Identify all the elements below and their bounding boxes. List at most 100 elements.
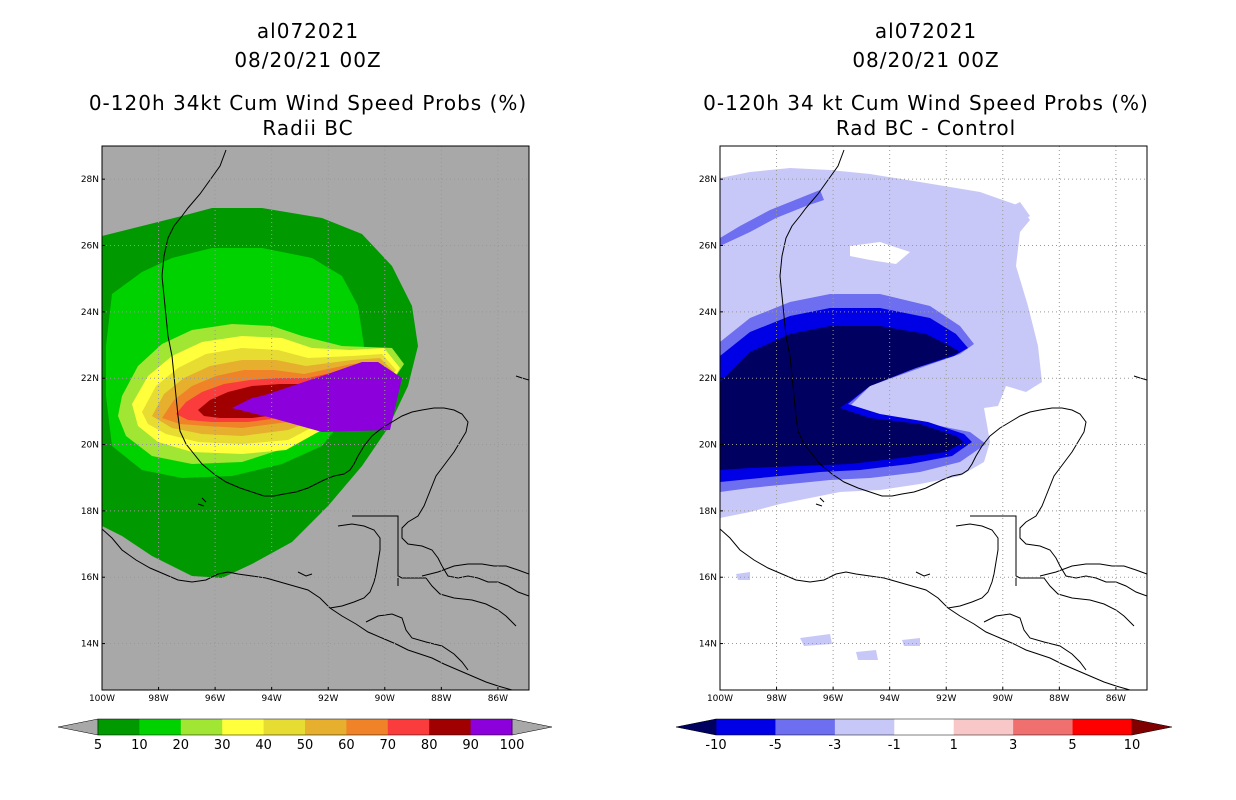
left-map-frame bbox=[101, 145, 530, 691]
colorbar-label: 40 bbox=[255, 738, 272, 753]
colorbar-swatch bbox=[263, 719, 306, 735]
right-datetime: 08/20/21 00Z bbox=[852, 48, 1000, 72]
colorbar-label: -3 bbox=[828, 738, 841, 753]
colorbar-label: 3 bbox=[1009, 738, 1017, 753]
right-product-title: 0-120h 34 kt Cum Wind Speed Probs (%) bbox=[703, 91, 1149, 115]
colorbar-label: 70 bbox=[380, 738, 397, 753]
left-product-block: 0-120h 34kt Cum Wind Speed Probs (%) Rad… bbox=[58, 89, 558, 143]
lon-tick-label: 98W bbox=[148, 694, 168, 704]
lat-tick-label: 16N bbox=[81, 573, 99, 583]
colorbar-label: 5 bbox=[94, 738, 102, 753]
lat-tick-label: 18N bbox=[699, 507, 717, 517]
left-storm-id: al072021 bbox=[256, 19, 360, 43]
diff-blob-5 bbox=[1000, 202, 1030, 224]
colorbar-swatch bbox=[180, 719, 223, 735]
lat-tick-label: 22N bbox=[81, 374, 99, 384]
colorbar-label: -1 bbox=[888, 738, 901, 753]
right-colorbar: -10 -5 -3 -1 1 3 5 10 bbox=[675, 718, 1173, 753]
lat-tick-label: 24N bbox=[699, 308, 717, 318]
colorbar-swatch bbox=[429, 719, 472, 735]
lon-tick-label: 94W bbox=[879, 694, 899, 704]
diff-blob-1 bbox=[800, 634, 832, 646]
lon-tick-label: 90W bbox=[375, 694, 395, 704]
colorbar-label: -10 bbox=[705, 738, 726, 753]
right-storm-id: al072021 bbox=[874, 19, 978, 43]
colorbar-low-arrow bbox=[57, 718, 99, 736]
colorbar-swatch bbox=[305, 719, 347, 735]
colorbar-label: -5 bbox=[769, 738, 782, 753]
colorbar-label: 100 bbox=[500, 738, 525, 753]
colorbar-swatch bbox=[139, 719, 182, 735]
diff-blob-2 bbox=[856, 650, 878, 660]
contour-100 bbox=[232, 362, 402, 432]
lat-tick-label: 26N bbox=[81, 242, 99, 252]
colorbar-swatch bbox=[222, 719, 265, 735]
colorbar-label: 90 bbox=[462, 738, 479, 753]
right-difference-contours bbox=[720, 168, 1042, 660]
lon-tick-label: 100W bbox=[89, 694, 115, 704]
colorbar-low-arrow bbox=[675, 718, 717, 736]
lat-tick-label: 14N bbox=[699, 640, 717, 650]
colorbar-swatch bbox=[716, 719, 776, 735]
right-axis-labels: 100W 98W 96W 94W 92W 90W 88W 86W 14N 16N 18N 20N 22N… bbox=[699, 175, 1126, 704]
left-probability-contours bbox=[102, 208, 418, 578]
colorbar-swatch bbox=[1013, 719, 1074, 735]
lon-tick-label: 88W bbox=[1049, 694, 1069, 704]
left-grid bbox=[102, 146, 529, 690]
colorbar-high-arrow bbox=[511, 718, 553, 736]
lat-tick-label: 20N bbox=[81, 441, 99, 451]
lat-tick-label: 24N bbox=[81, 308, 99, 318]
colorbar-label: 60 bbox=[338, 738, 355, 753]
diff-minus1-hole bbox=[850, 242, 910, 264]
lon-tick-label: 92W bbox=[936, 694, 956, 704]
colorbar-label: 20 bbox=[173, 738, 190, 753]
diff-minus3-north bbox=[720, 190, 824, 246]
colorbar-label: 50 bbox=[297, 738, 314, 753]
lat-tick-label: 26N bbox=[699, 242, 717, 252]
colorbar-label: 30 bbox=[214, 738, 231, 753]
lon-tick-label: 94W bbox=[261, 694, 281, 704]
left-subtitle: Radii BC bbox=[262, 116, 354, 140]
left-datetime: 08/20/21 00Z bbox=[234, 48, 382, 72]
colorbar-swatch bbox=[346, 719, 389, 735]
lat-tick-label: 22N bbox=[699, 374, 717, 384]
right-map bbox=[720, 146, 1147, 690]
lon-tick-label: 86W bbox=[488, 694, 508, 704]
lon-tick-label: 88W bbox=[431, 694, 451, 704]
right-title-block: al072021 08/20/21 00Z bbox=[676, 17, 1176, 75]
lon-tick-label: 90W bbox=[993, 694, 1013, 704]
right-subtitle: Rad BC - Control bbox=[835, 116, 1017, 140]
lat-tick-label: 18N bbox=[81, 507, 99, 517]
lon-tick-label: 96W bbox=[205, 694, 225, 704]
colorbar-label: 1 bbox=[950, 738, 958, 753]
colorbar-swatch bbox=[953, 719, 1014, 735]
lon-tick-label: 100W bbox=[707, 694, 733, 704]
colorbar-swatch bbox=[834, 719, 895, 735]
colorbar-label: 10 bbox=[1124, 738, 1141, 753]
colorbar-swatch bbox=[470, 719, 513, 735]
diff-blob-4 bbox=[736, 572, 750, 580]
colorbar-swatch bbox=[775, 719, 836, 735]
lat-tick-label: 16N bbox=[699, 573, 717, 583]
lon-tick-label: 86W bbox=[1106, 694, 1126, 704]
lon-tick-label: 96W bbox=[823, 694, 843, 704]
left-axis-labels: 100W 98W 96W 94W 92W 90W 88W 86W 14N 16N 18N 20N 22N… bbox=[81, 175, 508, 704]
left-product-title: 0-120h 34kt Cum Wind Speed Probs (%) bbox=[88, 91, 528, 115]
diff-blob-3 bbox=[902, 638, 920, 646]
colorbar-high-arrow bbox=[1131, 718, 1173, 736]
right-grid bbox=[720, 146, 1147, 690]
colorbar-outline bbox=[97, 718, 513, 736]
lat-tick-label: 14N bbox=[81, 640, 99, 650]
colorbar-swatch bbox=[894, 719, 955, 735]
colorbar-swatch bbox=[98, 719, 140, 735]
left-colorbar: 5 10 20 30 40 50 60 70 80 90 100 bbox=[57, 718, 553, 753]
colorbar-outline bbox=[715, 718, 1133, 736]
lon-tick-label: 98W bbox=[766, 694, 786, 704]
right-map-frame bbox=[719, 145, 1148, 691]
colorbar-label: 10 bbox=[131, 738, 148, 753]
left-map bbox=[102, 146, 529, 690]
right-product-block: 0-120h 34 kt Cum Wind Speed Probs (%) Ra… bbox=[676, 89, 1176, 143]
colorbar-label: 5 bbox=[1068, 738, 1076, 753]
lat-tick-label: 28N bbox=[81, 175, 99, 185]
